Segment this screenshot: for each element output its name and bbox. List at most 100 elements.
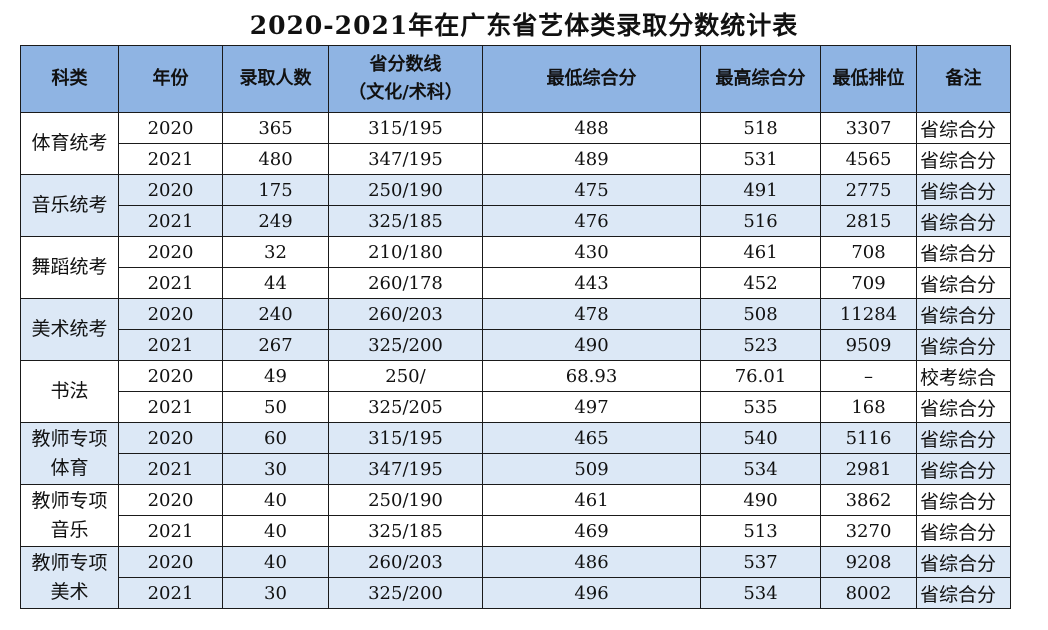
cell-category: 美术统考 [20, 298, 119, 361]
cell-max-score: 537 [700, 546, 821, 578]
cell-min-score: 496 [482, 577, 701, 609]
table-row: 2021 267 325/200 490 523 9509 省综合分 [21, 329, 1011, 361]
header-row: 科类 年份 录取人数 省分数线 （文化/术科） 最低综合分 最高综合分 最低排位… [20, 45, 1011, 113]
cell-min-rank: 3862 [820, 484, 917, 516]
table-row: 教师专项 体育 2020 60 315/195 465 540 5116 省综合分 [20, 422, 1011, 485]
cell-note: 省综合分 [916, 577, 1011, 609]
cell-admitted-count: 480 [222, 143, 329, 175]
header-min-rank: 最低排位 [820, 45, 917, 113]
cell-min-score: 476 [482, 205, 701, 237]
cell-min-score: 68.93 [482, 360, 701, 392]
cell-min-rank: 8002 [820, 577, 917, 609]
header-admitted-count: 录取人数 [222, 45, 329, 113]
table-row: 2021 40 325/185 469 513 3270 省综合分 [21, 515, 1011, 547]
table-row: 舞蹈统考 2020 32 210/180 430 461 708 省综合分 [20, 236, 1011, 299]
cell-admitted-count: 249 [222, 205, 329, 237]
cell-min-rank: 2815 [820, 205, 917, 237]
cell-min-rank: 709 [820, 267, 917, 299]
cell-year: 2020 [118, 484, 223, 516]
table-row: 2021 44 260/178 443 452 709 省综合分 [21, 267, 1011, 299]
cell-min-score: 430 [482, 236, 701, 268]
cell-provincial-line: 250/190 [328, 174, 483, 206]
cell-admitted-count: 50 [222, 391, 329, 423]
cell-max-score: 531 [700, 143, 821, 175]
cell-provincial-line: 250/ [328, 360, 483, 392]
category-label: 舞蹈统考 [31, 256, 108, 278]
cell-note: 省综合分 [916, 112, 1011, 144]
category-sublabel: 体育 [50, 456, 89, 479]
cell-note: 省综合分 [916, 174, 1011, 206]
cell-admitted-count: 30 [222, 577, 329, 609]
cell-max-score: 76.01 [700, 360, 821, 392]
cell-category: 舞蹈统考 [20, 236, 119, 299]
cell-min-score: 469 [482, 515, 701, 547]
category-label: 教师专项 [31, 489, 108, 512]
header-provincial-line-sub: （文化/术科） [348, 82, 463, 103]
cell-max-score: 516 [700, 205, 821, 237]
cell-category: 教师专项 音乐 [20, 484, 119, 547]
cell-admitted-count: 40 [222, 546, 329, 578]
cell-admitted-count: 267 [222, 329, 329, 361]
table-row: 2021 480 347/195 489 531 4565 省综合分 [21, 143, 1011, 175]
cell-min-score: 509 [482, 453, 701, 485]
table-row: 2021 249 325/185 476 516 2815 省综合分 [21, 205, 1011, 237]
cell-admitted-count: 44 [222, 267, 329, 299]
cell-year: 2021 [118, 205, 223, 237]
cell-admitted-count: 30 [222, 453, 329, 485]
table-row: 教师专项 音乐 2020 40 250/190 461 490 3862 省综合分 [20, 484, 1011, 547]
cell-year: 2021 [118, 143, 223, 175]
cell-min-score: 475 [482, 174, 701, 206]
cell-note: 省综合分 [916, 143, 1011, 175]
cell-year: 2020 [118, 174, 223, 206]
cell-provincial-line: 325/185 [328, 205, 483, 237]
category-label: 书法 [50, 380, 89, 402]
category-label: 音乐统考 [31, 194, 108, 216]
cell-min-score: 489 [482, 143, 701, 175]
cell-category: 书法 [20, 360, 119, 423]
cell-provincial-line: 325/205 [328, 391, 483, 423]
cell-max-score: 534 [700, 577, 821, 609]
cell-admitted-count: 40 [222, 515, 329, 547]
cell-provincial-line: 315/195 [328, 112, 483, 144]
cell-admitted-count: 175 [222, 174, 329, 206]
cell-max-score: 534 [700, 453, 821, 485]
cell-max-score: 535 [700, 391, 821, 423]
table-row: 美术统考 2020 240 260/203 478 508 11284 省综合分 [20, 298, 1011, 361]
cell-note: 省综合分 [916, 267, 1011, 299]
cell-min-rank: 168 [820, 391, 917, 423]
cell-year: 2021 [118, 453, 223, 485]
cell-note: 省综合分 [916, 422, 1011, 454]
cell-provincial-line: 260/178 [328, 267, 483, 299]
cell-provincial-line: 325/185 [328, 515, 483, 547]
cell-min-score: 486 [482, 546, 701, 578]
cell-admitted-count: 240 [222, 298, 329, 330]
cell-max-score: 518 [700, 112, 821, 144]
cell-max-score: 540 [700, 422, 821, 454]
header-provincial-line-main: 省分数线 [369, 54, 442, 75]
cell-year: 2020 [118, 360, 223, 392]
category-label: 体育统考 [31, 132, 108, 154]
cell-note: 省综合分 [916, 484, 1011, 516]
cell-category: 教师专项 体育 [20, 422, 119, 485]
cell-provincial-line: 260/203 [328, 298, 483, 330]
cell-provincial-line: 210/180 [328, 236, 483, 268]
cell-provincial-line: 347/195 [328, 143, 483, 175]
cell-max-score: 461 [700, 236, 821, 268]
cell-min-rank: 3270 [820, 515, 917, 547]
cell-min-score: 478 [482, 298, 701, 330]
cell-min-score: 488 [482, 112, 701, 144]
cell-category: 体育统考 [20, 112, 119, 175]
cell-max-score: 523 [700, 329, 821, 361]
cell-provincial-line: 260/203 [328, 546, 483, 578]
cell-year: 2020 [118, 112, 223, 144]
cell-note: 省综合分 [916, 329, 1011, 361]
cell-max-score: 508 [700, 298, 821, 330]
category-label: 教师专项 [31, 427, 108, 450]
table-row: 2021 50 325/205 497 535 168 省综合分 [21, 391, 1011, 423]
cell-min-rank: 2981 [820, 453, 917, 485]
category-sublabel: 音乐 [50, 518, 89, 541]
cell-year: 2021 [118, 515, 223, 547]
cell-min-score: 465 [482, 422, 701, 454]
cell-max-score: 491 [700, 174, 821, 206]
table-row: 书法 2020 49 250/68.93 76.01– 校考综合 [20, 360, 1011, 423]
